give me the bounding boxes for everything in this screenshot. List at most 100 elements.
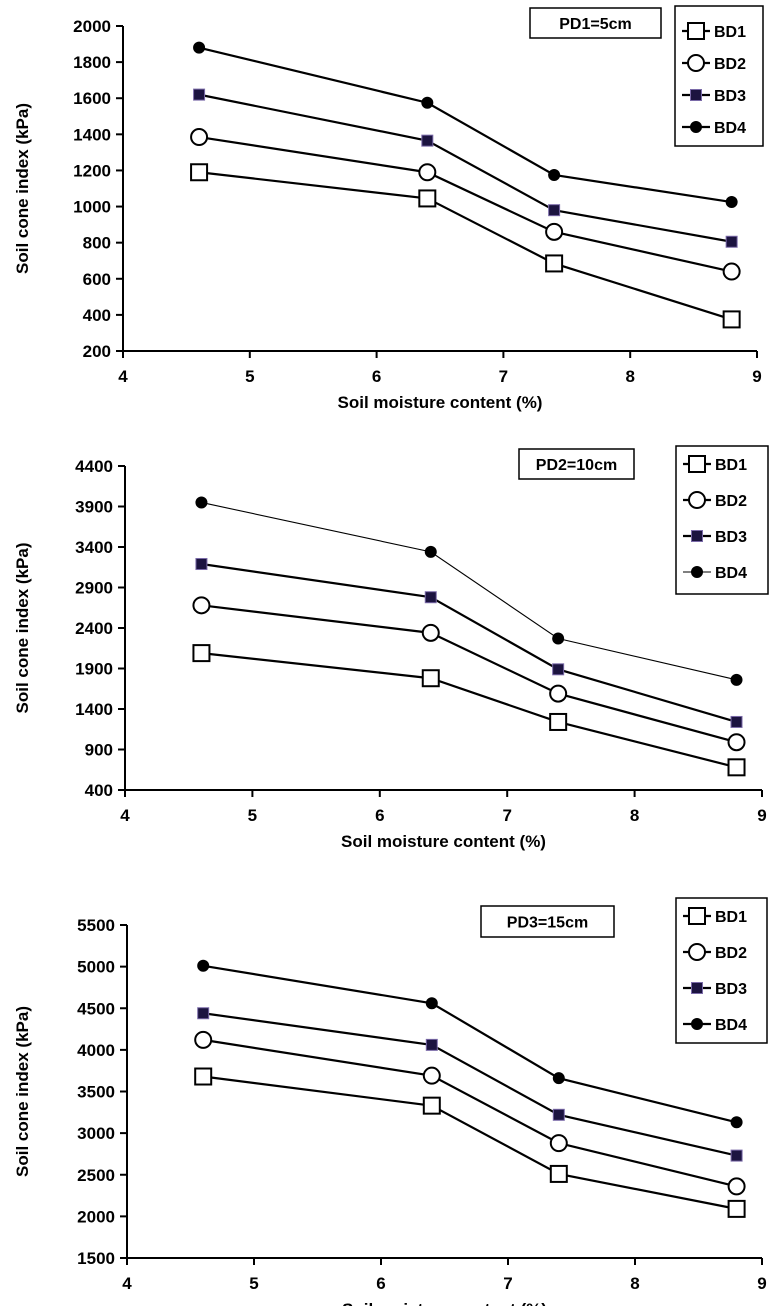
data-point-bd2	[727, 733, 746, 752]
legend-box	[674, 5, 764, 147]
legend-label-bd1: BD1	[714, 24, 746, 41]
y-tick-label: 800	[83, 234, 111, 253]
data-point-bd1	[422, 1096, 441, 1115]
y-tick-label: 1500	[77, 1249, 115, 1268]
series-line-bd2	[201, 604, 737, 744]
data-point-bd2	[722, 262, 741, 281]
data-point-bd3	[425, 1038, 438, 1051]
data-point-bd2	[545, 222, 564, 241]
series-line-bd3	[201, 562, 737, 724]
x-tick-label: 8	[625, 367, 634, 386]
series-line-bd1	[201, 652, 737, 769]
y-axis-title: Soil cone index (kPa)	[13, 103, 32, 274]
legend-marker-bd3	[691, 530, 703, 542]
x-tick-label: 5	[245, 367, 254, 386]
data-point-bd4	[193, 41, 206, 54]
series-line-bd2	[198, 135, 732, 273]
series-line-bd1	[203, 1075, 737, 1210]
data-point-bd4	[197, 959, 210, 972]
data-point-bd4	[725, 196, 738, 209]
data-point-bd3	[424, 591, 437, 604]
data-point-bd3	[421, 134, 434, 147]
legend-marker-bd3	[690, 89, 702, 101]
legend-marker-bd4	[691, 1018, 703, 1030]
x-tick-label: 7	[502, 806, 511, 825]
x-axis-title: Soil moisture content (%)	[342, 1300, 547, 1306]
x-tick-label: 9	[757, 1274, 766, 1293]
y-tick-label: 4400	[75, 457, 113, 476]
data-point-bd1	[192, 644, 211, 663]
y-tick-label: 5500	[77, 916, 115, 935]
data-point-bd3	[195, 558, 208, 571]
x-tick-label: 5	[248, 806, 257, 825]
data-point-bd3	[548, 204, 561, 217]
x-tick-label: 7	[503, 1274, 512, 1293]
data-point-bd2	[421, 623, 440, 642]
data-point-bd1	[190, 163, 209, 182]
y-tick-label: 2000	[77, 1207, 115, 1226]
legend-label-bd1: BD1	[715, 457, 747, 474]
y-tick-label: 3900	[75, 498, 113, 517]
y-axis-title: Soil cone index (kPa)	[13, 543, 32, 714]
y-tick-label: 4500	[77, 999, 115, 1018]
y-tick-label: 2000	[73, 17, 111, 36]
x-tick-label: 8	[630, 1274, 639, 1293]
data-point-bd3	[197, 1007, 210, 1020]
x-tick-label: 8	[630, 806, 639, 825]
x-tick-label: 9	[757, 806, 766, 825]
legend-label-bd2: BD2	[715, 945, 747, 962]
y-tick-label: 2500	[77, 1166, 115, 1185]
data-point-bd2	[190, 128, 209, 147]
legend-label-bd3: BD3	[715, 529, 747, 546]
data-point-bd3	[552, 663, 565, 676]
y-tick-label: 1600	[73, 89, 111, 108]
legend-marker-bd2	[688, 491, 706, 509]
series-line-bd3	[203, 1012, 737, 1157]
annotation-label: PD3=15cm	[507, 915, 588, 932]
data-point-bd3	[552, 1108, 565, 1121]
data-point-bd4	[552, 632, 565, 645]
data-point-bd1	[421, 669, 440, 688]
data-point-bd1	[727, 1199, 746, 1218]
legend-marker-bd1	[687, 22, 705, 40]
y-tick-label: 5000	[77, 958, 115, 977]
legend-marker-bd2	[688, 943, 706, 961]
x-tick-label: 5	[249, 1274, 258, 1293]
annotation-box	[529, 7, 662, 39]
data-point-bd3	[725, 235, 738, 248]
data-point-bd4	[421, 96, 434, 109]
data-point-bd3	[730, 715, 743, 728]
data-point-bd3	[193, 88, 206, 101]
data-point-bd2	[422, 1066, 441, 1085]
annotation-label: PD1=5cm	[559, 16, 632, 33]
y-tick-label: 3500	[77, 1083, 115, 1102]
series-line-bd1	[198, 171, 732, 321]
series-line-bd3	[198, 93, 732, 243]
annotation-box	[480, 905, 615, 938]
x-tick-label: 4	[120, 806, 130, 825]
data-point-bd3	[730, 1149, 743, 1162]
x-axis-title: Soil moisture content (%)	[341, 832, 546, 851]
annotation-label: PD2=10cm	[536, 457, 617, 474]
chart-panel-3: 1500 2000 2500 3000 3500 4000 4500 5000 5500 4 5 6 7…	[13, 897, 768, 1306]
legend-marker-bd4	[691, 566, 703, 578]
legend-label-bd1: BD1	[715, 909, 747, 926]
legend-label-bd2: BD2	[714, 56, 746, 73]
legend-label-bd4: BD4	[715, 565, 747, 582]
y-tick-label: 2900	[75, 579, 113, 598]
legend-label-bd4: BD4	[714, 120, 746, 137]
chart-panel-2: 400 900 1400 1900 2400 2900 3400 3900 4400 4 5 6 7 8 9…	[13, 445, 769, 851]
x-axis-title: Soil moisture content (%)	[338, 393, 543, 412]
data-point-bd1	[545, 254, 564, 273]
data-point-bd2	[194, 1030, 213, 1049]
x-tick-label: 6	[375, 806, 384, 825]
y-tick-label: 1400	[73, 125, 111, 144]
y-tick-label: 4000	[77, 1041, 115, 1060]
data-point-bd1	[722, 310, 741, 329]
legend-marker-bd2	[687, 54, 705, 72]
x-tick-label: 7	[499, 367, 508, 386]
y-tick-label: 1900	[75, 660, 113, 679]
legend-marker-bd1	[688, 907, 706, 925]
data-point-bd4	[552, 1072, 565, 1085]
